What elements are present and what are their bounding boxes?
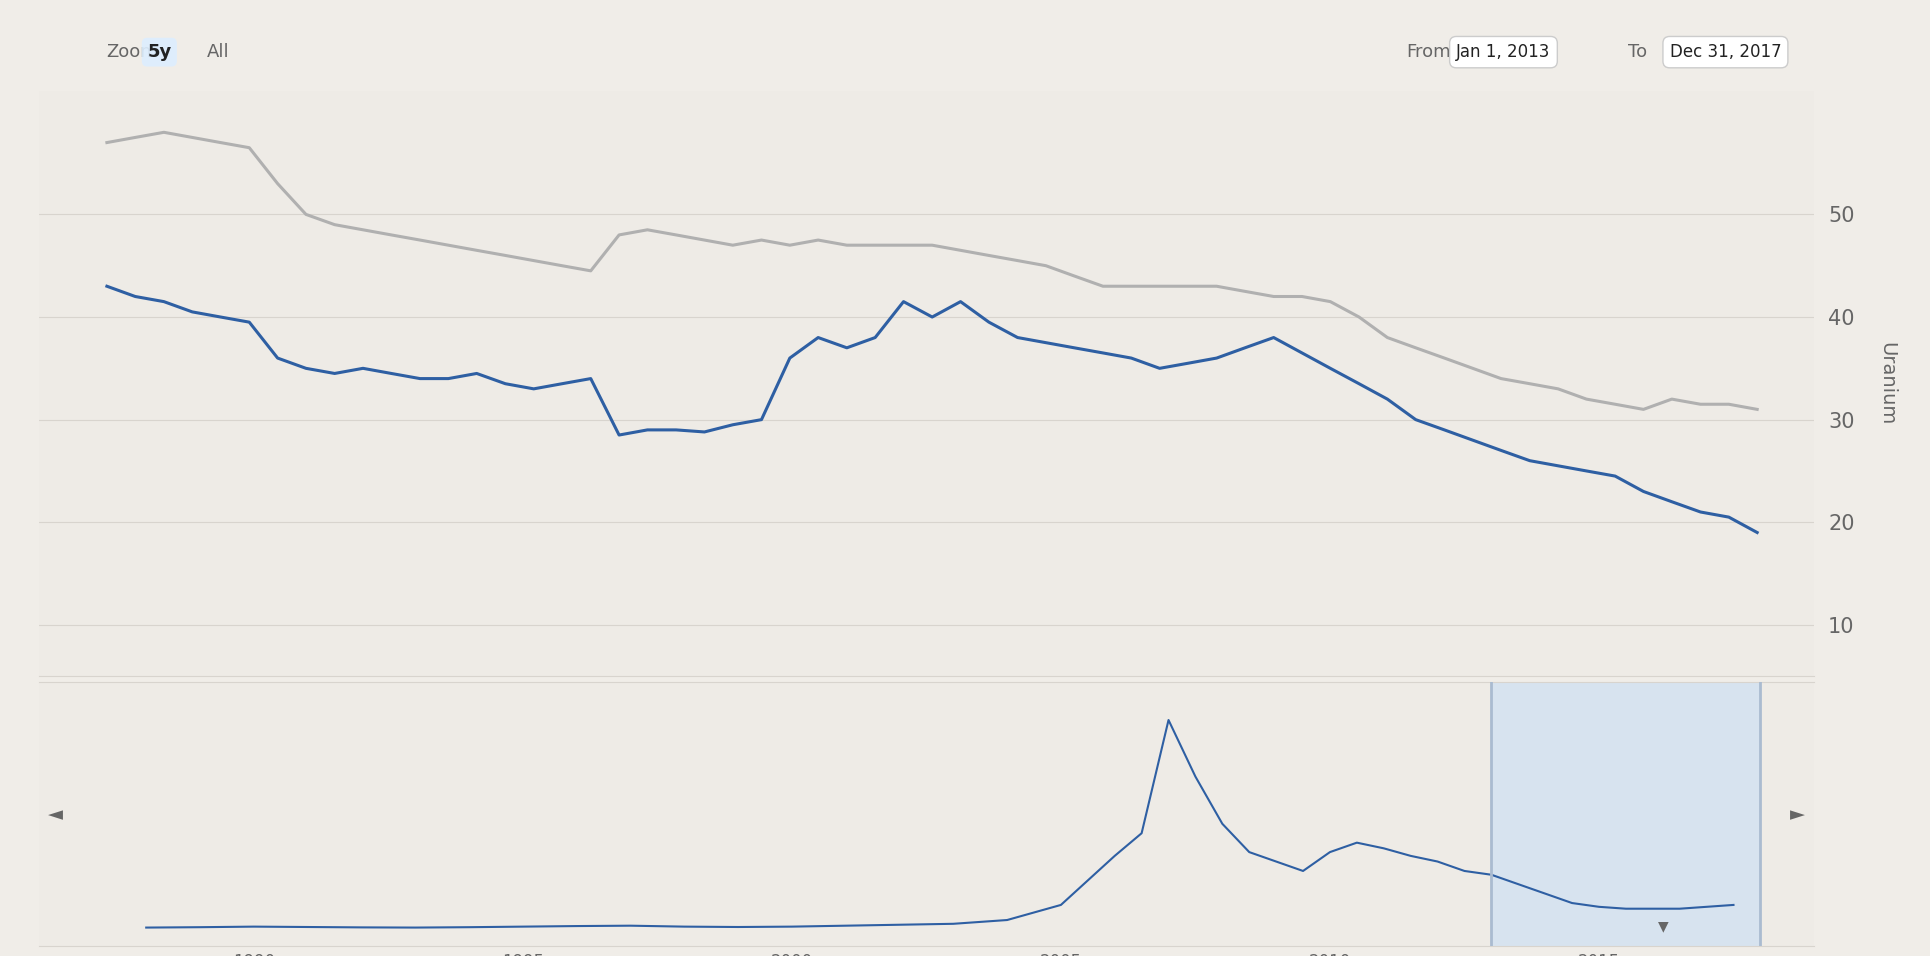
Text: Dec 31, 2017: Dec 31, 2017 xyxy=(1669,43,1781,61)
Text: Zoom: Zoom xyxy=(106,43,158,61)
Text: ▼: ▼ xyxy=(1658,920,1669,933)
Text: ◄: ◄ xyxy=(48,805,62,824)
Text: Jan 1, 2013: Jan 1, 2013 xyxy=(1457,43,1550,61)
Bar xyxy=(1492,683,1760,946)
Text: 5y: 5y xyxy=(147,43,172,61)
Text: All: All xyxy=(207,43,230,61)
Text: ►: ► xyxy=(1791,805,1805,824)
Text: To: To xyxy=(1627,43,1646,61)
Text: From: From xyxy=(1405,43,1451,61)
Y-axis label: Uranium: Uranium xyxy=(1878,342,1897,425)
